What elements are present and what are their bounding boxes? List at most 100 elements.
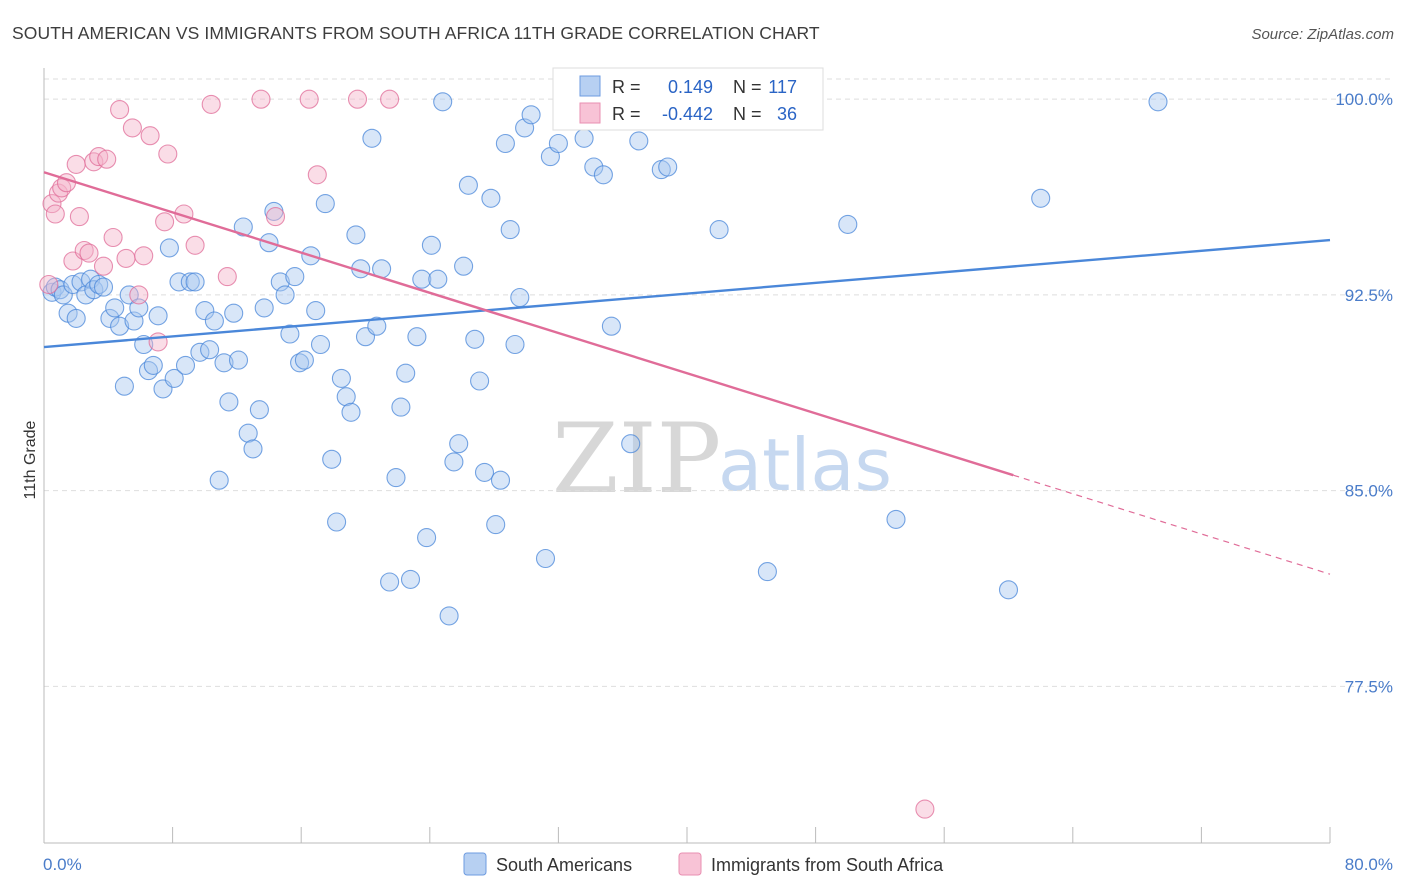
point-s0-41: [238, 423, 258, 443]
point-s0-96: [535, 548, 556, 569]
point-s0-38: [224, 303, 244, 323]
legend-label-south-americans: South Americans: [496, 855, 632, 875]
point-s0-95: [521, 105, 541, 125]
point-s0-15: [110, 316, 130, 336]
point-s0-55: [310, 334, 331, 355]
point-s0-115: [1031, 188, 1051, 208]
point-s1-15: [103, 227, 123, 248]
point-s0-79: [439, 606, 459, 626]
point-s0-71: [396, 363, 416, 383]
point-s0-27: [169, 272, 189, 292]
point-s0-6: [66, 308, 86, 328]
point-s0-3: [53, 285, 73, 305]
point-s0-35: [209, 470, 229, 490]
point-s0-37: [219, 392, 239, 412]
point-s0-74: [412, 269, 432, 289]
point-s0-69: [386, 468, 406, 488]
stats-r-value-2: -0.442: [662, 104, 713, 124]
watermark-atlas: atlas: [718, 423, 892, 507]
stats-n-value-1: 117: [768, 77, 797, 97]
point-s0-29: [180, 272, 200, 292]
point-s1-34: [380, 89, 400, 109]
stats-swatch-south-americans: [579, 75, 601, 97]
point-s0-76: [421, 235, 441, 255]
point-s0-110: [709, 220, 729, 240]
point-s0-32: [195, 301, 215, 321]
x-tick-label-min: 0.0%: [43, 855, 82, 874]
point-s0-40: [233, 217, 253, 237]
point-s0-100: [574, 128, 594, 148]
point-s0-108: [629, 131, 649, 151]
point-s0-13: [100, 308, 120, 328]
point-s0-73: [407, 327, 427, 347]
y-tick-label-0: 100.0%: [1335, 90, 1393, 109]
legend-swatch-south-americans: [463, 852, 487, 876]
point-s0-87: [481, 188, 501, 208]
point-s1-32: [307, 165, 327, 185]
point-s0-82: [454, 256, 474, 276]
point-s0-68: [380, 572, 400, 592]
point-s0-78: [433, 92, 453, 112]
point-s0-25: [159, 238, 179, 258]
stats-n-label-1: N =: [733, 77, 762, 97]
y-tick-label-1: 92.5%: [1345, 286, 1393, 305]
point-s1-12: [89, 147, 109, 167]
point-s0-81: [449, 434, 469, 454]
point-s1-13: [93, 256, 114, 276]
point-s1-35: [915, 799, 935, 819]
point-s0-65: [362, 128, 382, 148]
point-s0-22: [143, 355, 163, 375]
x-tick-label-max: 80.0%: [1345, 855, 1393, 874]
point-s0-107: [658, 157, 678, 177]
y-tick-label-2: 85.0%: [1345, 482, 1393, 501]
point-s0-33: [200, 340, 220, 360]
stats-swatch-south-africa: [579, 102, 601, 124]
point-s0-72: [400, 569, 421, 589]
point-s0-14: [105, 298, 125, 318]
point-s0-114: [998, 580, 1019, 600]
point-s1-17: [116, 248, 136, 268]
point-s1-0: [39, 274, 59, 295]
point-s1-27: [201, 94, 221, 114]
point-s0-26: [164, 368, 184, 388]
point-s0-61: [341, 402, 361, 422]
trend-line-dashed-s1: [1013, 474, 1331, 575]
point-s0-12: [93, 277, 114, 297]
point-s0-57: [322, 449, 342, 469]
point-s0-19: [129, 298, 149, 318]
point-s1-10: [79, 243, 99, 263]
y-tick-label-3: 77.5%: [1345, 677, 1393, 696]
point-s1-22: [148, 332, 168, 352]
point-s0-60: [336, 387, 356, 407]
stats-n-value-2: 36: [777, 104, 797, 124]
point-s0-39: [228, 350, 249, 370]
point-s0-111: [757, 562, 777, 582]
point-s0-52: [294, 350, 314, 370]
point-s1-29: [251, 89, 271, 109]
chart-source: Source: ZipAtlas.com: [1251, 26, 1394, 43]
point-s0-44: [254, 298, 274, 318]
point-s0-28: [175, 355, 196, 375]
point-s1-23: [155, 212, 175, 232]
point-s0-93: [510, 287, 530, 308]
point-s1-33: [347, 89, 368, 109]
point-s1-3: [48, 183, 69, 203]
point-s0-98: [548, 133, 568, 154]
trend-line-s0: [43, 238, 1331, 349]
point-s0-84: [465, 329, 485, 349]
point-s1-24: [158, 144, 178, 164]
chart-title: SOUTH AMERICAN VS IMMIGRANTS FROM SOUTH …: [12, 23, 820, 43]
point-s0-59: [331, 368, 351, 388]
stats-r-value-1: 0.149: [668, 77, 713, 97]
point-s0-102: [593, 165, 613, 185]
point-s0-42: [243, 439, 263, 459]
point-s1-21: [140, 126, 160, 146]
point-s1-30: [265, 207, 286, 227]
y-axis-label: 11th Grade: [22, 420, 39, 499]
point-s0-16: [114, 376, 134, 396]
legend-swatch-south-africa: [678, 852, 702, 876]
watermark-zip: ZIP: [552, 403, 721, 515]
point-s0-48: [275, 285, 295, 305]
point-s1-28: [217, 267, 237, 287]
point-s0-30: [185, 272, 205, 292]
